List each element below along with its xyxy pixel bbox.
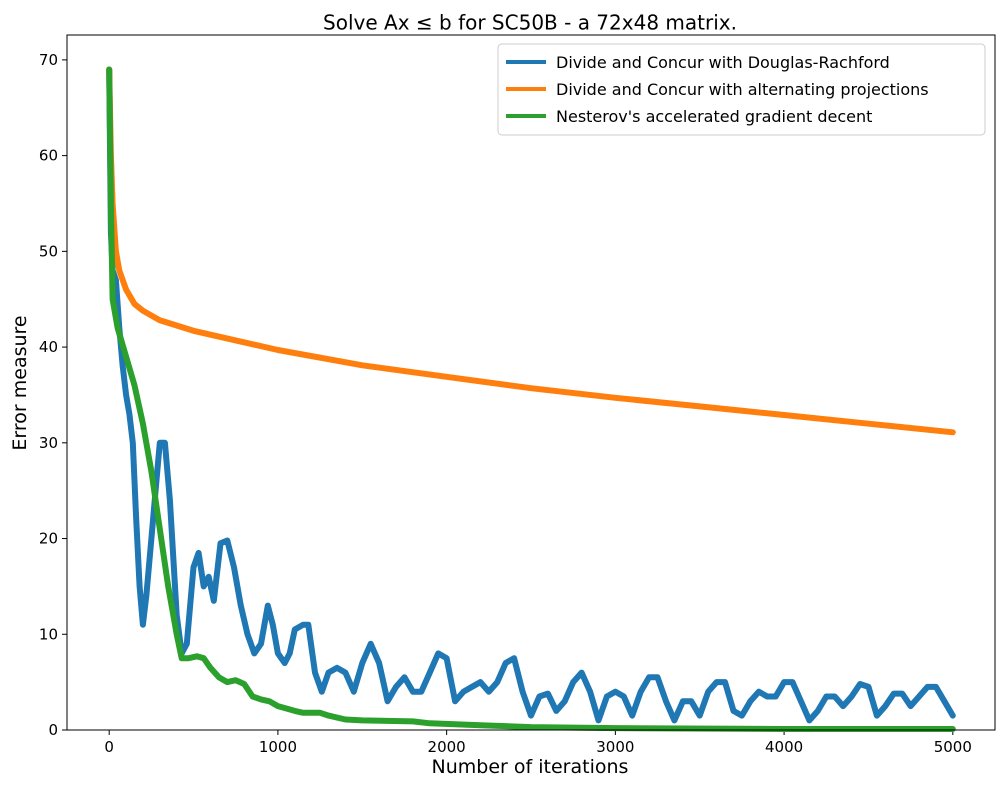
chart-title: Solve Ax ≤ b for SC50B - a 72x48 matrix. — [323, 11, 737, 35]
y-axis-label: Error measure — [9, 315, 31, 450]
series-line — [106, 66, 956, 436]
y-tick-label: 60 — [39, 147, 58, 165]
x-tick-label: 0 — [104, 738, 114, 756]
y-tick-label: 10 — [39, 625, 58, 643]
plot-frame — [66, 34, 996, 731]
series-line — [106, 66, 956, 724]
x-tick-label: 4000 — [765, 738, 803, 756]
x-tick-label: 1000 — [259, 738, 297, 756]
legend-label: Divide and Concur with Douglas-Rachford — [556, 53, 890, 72]
y-tick-label: 20 — [39, 530, 58, 548]
x-tick-label: 5000 — [934, 738, 972, 756]
x-tick-label: 2000 — [428, 738, 466, 756]
y-tick-label: 40 — [39, 338, 58, 356]
y-tick-label: 30 — [39, 434, 58, 452]
x-tick-label: 3000 — [596, 738, 634, 756]
legend-box — [497, 43, 986, 136]
legend-label: Nesterov's accelerated gradient decent — [556, 107, 872, 126]
y-tick-label: 70 — [39, 51, 58, 69]
y-tick-label: 0 — [48, 721, 58, 739]
y-tick-label: 50 — [39, 242, 58, 260]
x-axis-label: Number of iterations — [432, 756, 629, 778]
series-line — [106, 66, 956, 732]
legend-label: Divide and Concur with alternating proje… — [556, 80, 929, 99]
